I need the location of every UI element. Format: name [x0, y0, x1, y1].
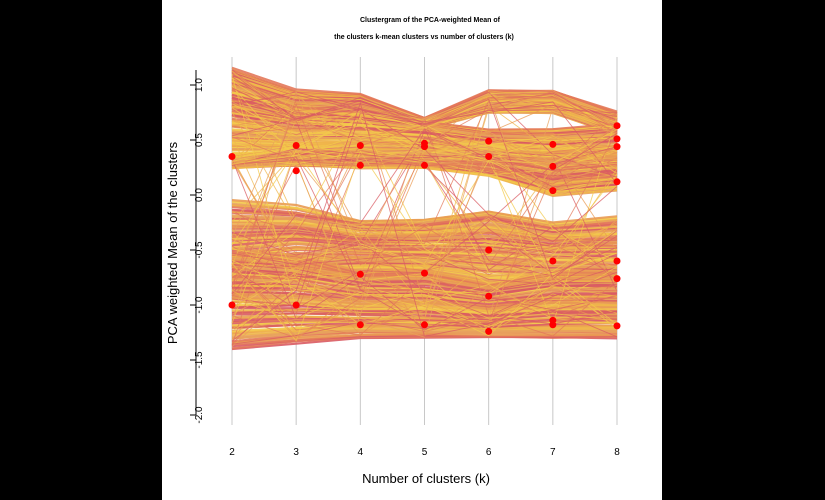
y-tick-label: -1.5 — [194, 351, 205, 369]
cluster-center-point — [485, 246, 493, 254]
cluster-center-point — [421, 321, 428, 329]
cluster-center-point — [356, 161, 364, 169]
observation-line — [231, 130, 618, 338]
observation-line — [231, 158, 618, 338]
x-tick-label: 4 — [358, 447, 364, 458]
cluster-center-point — [613, 178, 621, 186]
y-tick-label: 0.5 — [194, 133, 205, 147]
x-axis-label: Number of clusters (k) — [362, 471, 490, 486]
observation-line — [231, 150, 618, 342]
y-axis-ticks: 1.0 0.5 0.0 -0.5 -1.0 -1.5 -2.0 — [190, 78, 205, 424]
y-tick-label: 0.0 — [194, 188, 205, 202]
x-axis-ticks: 2 3 4 5 6 7 8 — [229, 447, 620, 458]
observation-line — [231, 266, 618, 333]
cluster-center-point — [292, 301, 300, 309]
observation-line — [231, 103, 618, 288]
observation-line — [231, 101, 618, 342]
cluster-center-point — [292, 167, 300, 175]
cluster-center-point — [485, 327, 493, 335]
y-tick-label: -1.0 — [194, 296, 205, 314]
observation-line — [231, 277, 618, 345]
cluster-center-point — [613, 322, 621, 330]
observation-line — [231, 252, 618, 285]
cluster-center-point — [485, 292, 493, 300]
cluster-center-point — [549, 140, 557, 148]
observation-line — [231, 112, 618, 331]
y-tick-label: -0.5 — [194, 241, 205, 259]
observation-line — [231, 327, 618, 336]
observation-line — [231, 80, 618, 254]
cluster-center-point — [613, 257, 621, 265]
cluster-center-point — [228, 153, 236, 160]
cluster-center-point — [421, 269, 428, 277]
observation-line — [231, 227, 618, 341]
x-tick-label: 8 — [614, 447, 620, 458]
x-tick-label: 2 — [229, 447, 235, 458]
observation-line — [231, 104, 618, 338]
y-tick-label: -2.0 — [194, 406, 205, 424]
x-tick-label: 7 — [550, 447, 556, 458]
observation-line — [231, 241, 618, 265]
chart-canvas: Clustergram of the PCA-weighted Mean of … — [162, 0, 662, 500]
cluster-center-point — [613, 135, 621, 143]
cluster-center-point — [356, 142, 364, 149]
chart-title-line1: Clustergram of the PCA-weighted Mean of — [360, 17, 501, 24]
observation-line — [231, 235, 618, 250]
observation-line — [231, 94, 618, 185]
cluster-center-point — [485, 153, 493, 160]
cluster-center-point — [421, 143, 428, 151]
cluster-center-points — [228, 122, 621, 335]
cluster-center-point — [421, 161, 428, 169]
cluster-center-point — [549, 321, 557, 329]
observation-line — [231, 272, 618, 337]
cluster-center-point — [613, 143, 621, 151]
cluster-center-point — [356, 321, 364, 329]
x-tick-label: 5 — [422, 447, 428, 458]
cluster-center-point — [613, 122, 621, 130]
cluster-center-point — [549, 187, 557, 195]
observation-line — [231, 111, 618, 252]
observation-line — [231, 94, 618, 283]
cluster-center-point — [549, 257, 557, 265]
cluster-center-point — [356, 270, 364, 278]
cluster-center-point — [228, 301, 236, 309]
x-tick-label: 3 — [293, 447, 299, 458]
chart-title-line2: the clusters k-mean clusters vs number o… — [334, 34, 514, 41]
observation-line — [231, 131, 618, 297]
observation-line — [231, 266, 618, 333]
cluster-center-point — [485, 137, 493, 145]
y-axis-label: PCA weighted Mean of the clusters — [165, 141, 180, 344]
observation-line — [231, 212, 618, 285]
cluster-center-point — [292, 142, 300, 149]
observation-line — [231, 130, 618, 169]
observation-line — [231, 96, 618, 124]
cluster-center-point — [613, 275, 621, 283]
x-tick-label: 6 — [486, 447, 492, 458]
cluster-center-point — [549, 162, 557, 170]
observation-line — [231, 239, 618, 278]
observation-line — [231, 160, 618, 336]
clustergram-chart: Clustergram of the PCA-weighted Mean of … — [165, 17, 621, 486]
observation-line — [231, 70, 618, 282]
observation-line — [231, 128, 618, 295]
y-tick-label: 1.0 — [194, 78, 205, 92]
